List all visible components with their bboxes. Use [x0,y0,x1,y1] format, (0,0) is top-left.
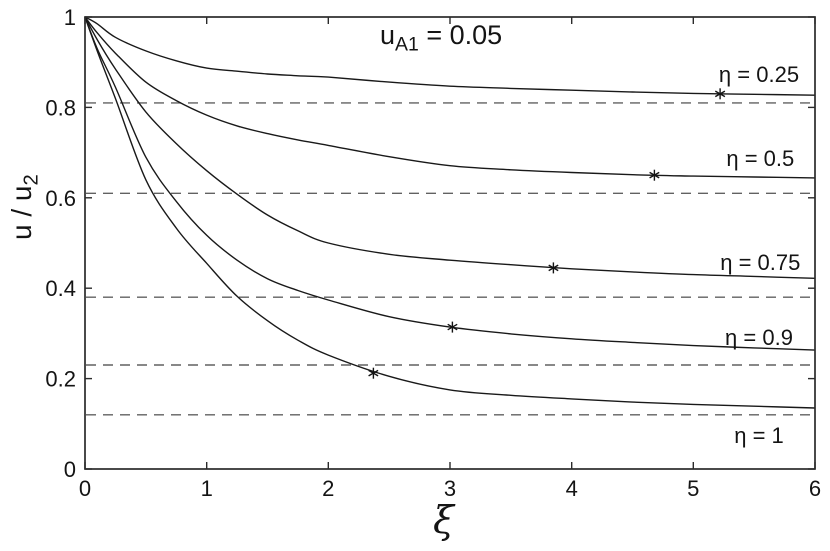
annotation-ua1-subscript: A1 [395,33,419,55]
curve-label-eta-0.9: η = 0.9 [725,325,793,350]
axes-box [85,17,815,469]
y-axis-label-subscript: 2 [21,174,43,185]
y-axis-label: u / u2 [6,174,44,240]
annotation-ua1-base: u [380,20,395,50]
y-tick-label: 0.6 [45,186,76,211]
y-tick-label: 1 [64,5,76,30]
x-tick-label: 4 [566,476,578,501]
x-tick-label: 0 [79,476,91,501]
x-tick-label: 5 [687,476,699,501]
y-tick-label: 0.8 [45,95,76,120]
annotation-ua1-value: = 0.05 [419,20,502,50]
x-tick-label: 2 [322,476,334,501]
curve-label-eta-0.25: η = 0.25 [719,62,799,87]
curve-label-eta-0.5: η = 0.5 [726,146,794,171]
annotation-ua1: uA1 = 0.05 [380,20,502,56]
y-axis-label-base: u / u [6,186,37,240]
y-tick-label: 0 [64,457,76,482]
curve-eta-1 [85,17,815,408]
relaxation-curves-figure: 012345600.20.40.60.81η = 0.25η = 0.5η = … [0,0,830,551]
curve-label-eta-0.75: η = 0.75 [720,250,800,275]
y-tick-label: 0.2 [45,367,76,392]
x-tick-label: 1 [201,476,213,501]
curve-label-eta-1: η = 1 [734,423,784,448]
x-tick-label: 6 [809,476,821,501]
plot-area: 012345600.20.40.60.81η = 0.25η = 0.5η = … [0,0,830,551]
y-tick-label: 0.4 [45,276,76,301]
x-axis-label: ξ [433,501,454,539]
curve-eta-0.9 [85,17,815,350]
